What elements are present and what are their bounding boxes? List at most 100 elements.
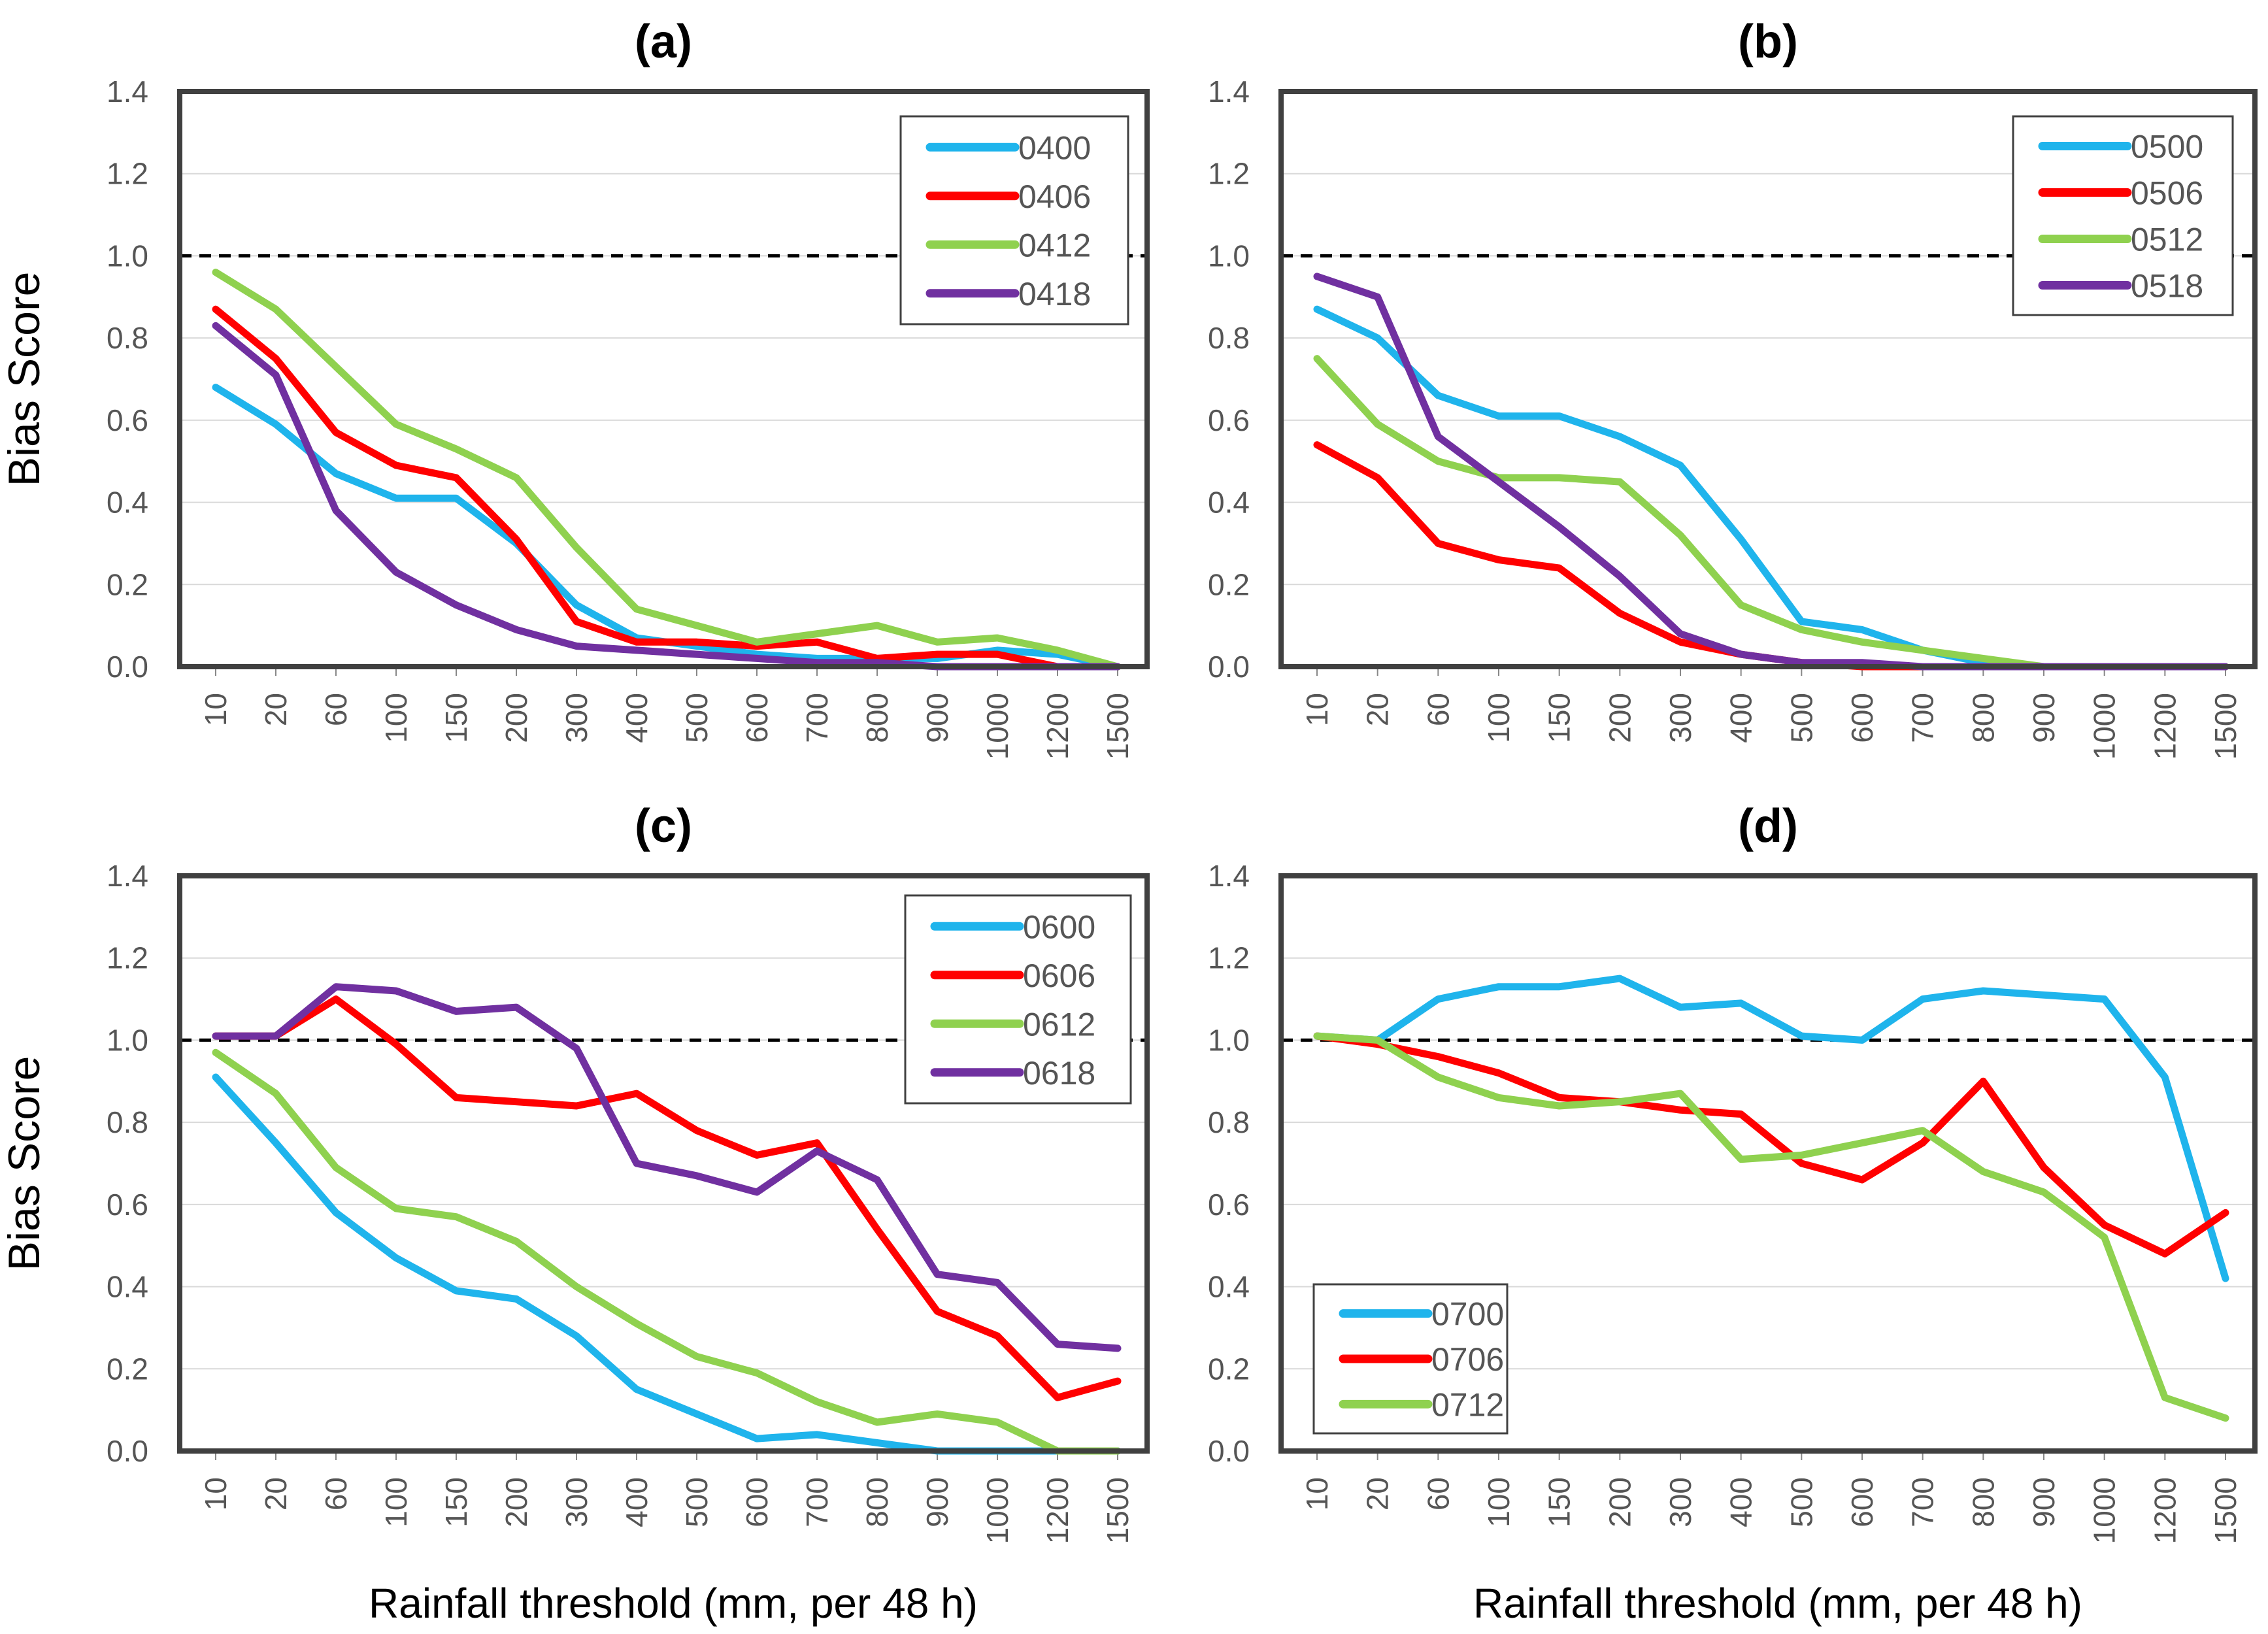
plot-frame [177,89,1150,669]
x-tick-label: 10 [199,1477,233,1510]
legend-label: 0506 [2131,175,2203,212]
y-tick-label: 1.0 [1208,1023,1250,1057]
chart-panel-2: 0.0 0.2 0.4 0.6 0.8 1.0 1.2 1.4 10 20 60 100 150 200 3… [1208,16,2258,759]
legend: 0700 0706 0712 [1312,1283,1509,1435]
series-line-0606 [212,995,1122,1401]
y-tick-label: 0.4 [107,486,148,520]
y-tick-label: 0.6 [1208,1188,1250,1222]
x-tick-label: 1200 [1041,1477,1075,1544]
legend-label: 0418 [1018,276,1091,312]
y-tick-label: 1.0 [1208,239,1250,273]
series-line-0712 [1313,1032,2229,1422]
x-tick-label: 150 [1543,1477,1576,1527]
x-tick-label: 200 [499,1477,533,1527]
x-tick-label: 150 [439,1477,473,1527]
chart-title: (d) [1738,800,1798,852]
x-tick-label: 700 [1906,1477,1940,1527]
x-tick-label: 1500 [2209,1477,2243,1544]
y-tick-label: 1.2 [107,157,148,191]
y-tick-label: 0.0 [1208,1434,1250,1468]
legend-item: 0506 [2038,175,2203,212]
y-tick-label: 1.2 [1208,157,1250,191]
y-tick-label: 0.4 [1208,486,1250,520]
x-tick-label: 300 [559,1477,593,1527]
series-line-0412 [212,269,1122,671]
legend-label: 0618 [1023,1055,1095,1092]
x-tick-label: 100 [379,1477,413,1527]
y-tick-label: 0.6 [1208,403,1250,437]
legend-label: 0600 [1023,909,1095,945]
chart-title: (a) [635,16,692,68]
chart-panel-1: 0.0 0.2 0.4 0.6 0.8 1.0 1.2 1.4 10 20 60 100 150 200 3… [0,16,1150,759]
y-tick-label: 0.2 [1208,567,1250,601]
y-tick-label: 0.2 [107,1352,148,1386]
x-tick-label: 200 [499,693,533,743]
x-tick-label: 900 [920,693,954,743]
x-axis-label: Rainfall threshold (mm, per 48 h) [1473,1580,2082,1627]
legend-label: 0406 [1018,178,1091,215]
x-tick-label: 1200 [1041,693,1075,759]
x-tick-label: 10 [1300,1477,1334,1510]
x-tick-label: 10 [199,693,233,726]
y-tick-label: 1.4 [107,75,148,108]
legend-item: 0400 [926,129,1091,166]
x-tick-label: 60 [319,693,353,726]
x-tick-label: 100 [1482,1477,1516,1527]
series-line-0600 [212,1073,1122,1455]
x-tick-label: 1500 [1101,693,1135,759]
plot-frame [1278,89,2258,669]
legend-label: 0400 [1018,129,1091,166]
chart-panel-4: 0.0 0.2 0.4 0.6 0.8 1.0 1.2 1.4 10 20 60 100 150 200 3… [1208,800,2258,1627]
x-tick-label: 300 [559,693,593,743]
y-tick-label: 1.2 [107,941,148,975]
y-tick-label: 0.6 [107,403,148,437]
x-tick-label: 60 [1421,1477,1455,1510]
y-axis-label: Bias Score [0,272,49,487]
x-tick-label: 100 [379,693,413,743]
y-tick-label: 0.8 [107,321,148,355]
x-tick-label: 800 [860,693,894,743]
x-tick-label: 150 [1543,693,1576,743]
legend: 0600 0606 0612 0618 [904,894,1132,1105]
x-tick-label: 800 [860,1477,894,1527]
x-tick-label: 500 [1784,1477,1818,1527]
x-tick-label: 20 [1361,1477,1395,1510]
series-line-0700 [1313,975,2229,1282]
y-axis-label: Bias Score [0,1056,49,1271]
legend-item: 0412 [926,227,1091,263]
x-tick-label: 100 [1482,693,1516,743]
legend-item: 0706 [1339,1341,1504,1378]
y-tick-label: 0.8 [1208,1105,1250,1139]
x-tick-label: 1000 [2088,693,2122,759]
x-tick-label: 400 [620,693,654,743]
legend-item: 0406 [926,178,1091,215]
x-tick-label: 500 [1784,693,1818,743]
y-tick-label: 0.2 [107,567,148,601]
x-tick-label: 800 [1966,1477,2000,1527]
x-tick-label: 300 [1663,1477,1697,1527]
x-tick-label: 1500 [1101,1477,1135,1544]
chart-panel-3: 0.0 0.2 0.4 0.6 0.8 1.0 1.2 1.4 10 20 60 100 150 200 3… [0,800,1150,1627]
series-line-0618 [212,983,1122,1352]
x-tick-label: 60 [1421,693,1455,726]
x-tick-label: 900 [2027,1477,2061,1527]
series-line-0512 [1313,355,2229,671]
chart-title: (c) [635,800,692,852]
legend-item: 0518 [2038,268,2203,305]
y-tick-label: 0.0 [1208,650,1250,684]
x-tick-label: 300 [1663,693,1697,743]
y-tick-label: 0.0 [107,1434,148,1468]
x-tick-label: 20 [259,1477,293,1510]
x-tick-label: 800 [1966,693,2000,743]
x-tick-label: 400 [620,1477,654,1527]
y-tick-label: 1.4 [107,859,148,893]
x-tick-label: 200 [1603,1477,1637,1527]
legend-item: 0418 [926,276,1091,312]
legend-label: 0612 [1023,1006,1095,1042]
x-tick-label: 600 [740,693,774,743]
x-tick-label: 1200 [2148,1477,2182,1544]
chart-title: (b) [1738,16,1798,68]
legend-label: 0700 [1431,1296,1504,1333]
legend-item: 0606 [930,958,1095,994]
